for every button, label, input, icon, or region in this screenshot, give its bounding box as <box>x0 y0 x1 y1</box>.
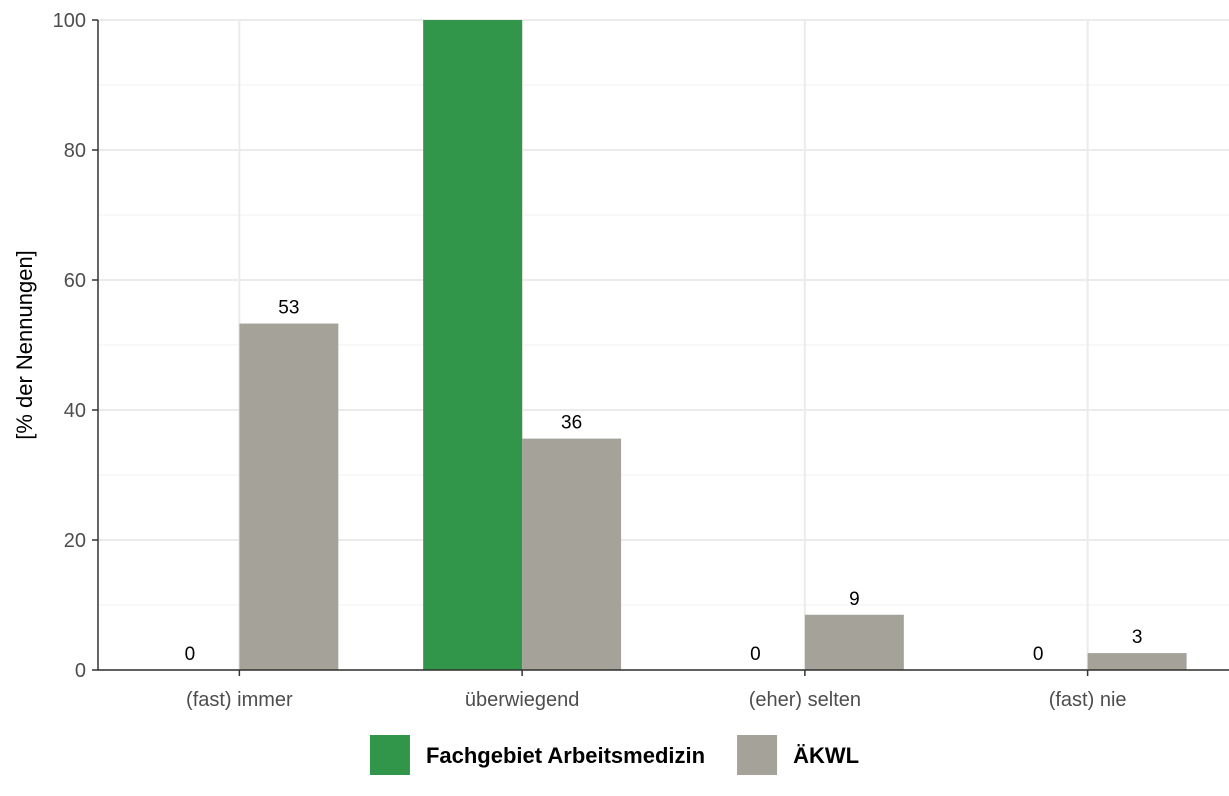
data-labels: 0 0 0 53 36 9 3 <box>185 298 1143 665</box>
y-tick-label: 0 <box>75 660 86 682</box>
legend-swatch <box>737 735 778 775</box>
bars <box>239 20 1187 670</box>
data-label: 0 <box>185 644 196 665</box>
x-tick-label: (eher) selten <box>749 689 861 711</box>
y-tick-label: 80 <box>64 140 86 162</box>
y-tick-label: 40 <box>64 400 86 422</box>
legend-swatch <box>369 735 410 775</box>
bar-fachgebiet <box>423 20 523 670</box>
y-tick-label: 100 <box>53 10 86 32</box>
bar-aekwl <box>804 614 904 670</box>
data-label: 9 <box>849 589 860 610</box>
data-label: 0 <box>750 644 761 665</box>
x-tick-label: (fast) immer <box>186 689 293 711</box>
y-tick-label: 20 <box>64 530 86 552</box>
bar-aekwl <box>1087 653 1187 670</box>
x-tick-label: (fast) nie <box>1049 689 1127 711</box>
data-label: 53 <box>278 298 299 319</box>
bar-aekwl <box>522 438 622 670</box>
data-label: 36 <box>561 413 582 434</box>
bar-aekwl <box>239 323 339 670</box>
legend-label: ÄKWL <box>793 743 859 768</box>
legend-label: Fachgebiet Arbeitsmedizin <box>426 743 705 768</box>
legend: Fachgebiet Arbeitsmedizin ÄKWL <box>369 735 859 775</box>
y-tick-label: 60 <box>64 270 86 292</box>
data-label: 0 <box>1033 644 1044 665</box>
data-label: 3 <box>1132 627 1143 648</box>
y-axis-title: [% der Nennungen] <box>12 250 37 440</box>
axes: 0 20 40 60 80 100 (fast) immer überwiegend (eher… <box>53 10 1229 711</box>
x-tick-label: überwiegend <box>465 689 580 711</box>
